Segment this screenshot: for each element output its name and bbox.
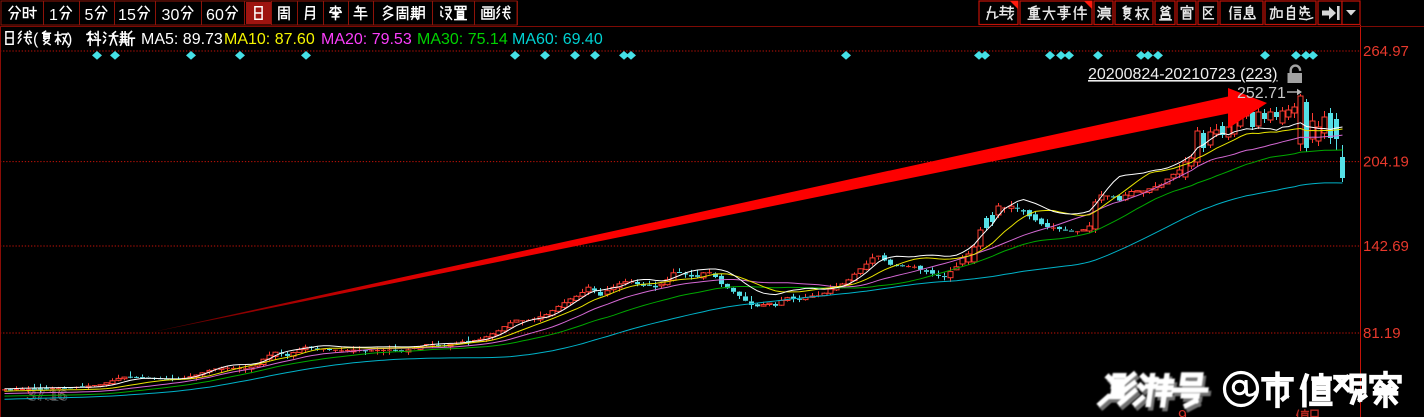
svg-text:5: 5: [85, 7, 94, 24]
svg-text:1: 1: [49, 7, 58, 24]
svg-text:0: 0: [171, 7, 180, 24]
svg-text:MA60: 69.40: MA60: 69.40: [512, 31, 603, 48]
svg-text:9: 9: [1178, 408, 1187, 417]
svg-text:5: 5: [127, 7, 136, 24]
svg-text:142.69: 142.69: [1363, 238, 1409, 255]
svg-text:3: 3: [162, 7, 171, 24]
svg-text:1: 1: [118, 7, 127, 24]
svg-text:20200824-20210723 (223): 20200824-20210723 (223): [1088, 66, 1278, 83]
svg-text:MA5: 89.73: MA5: 89.73: [141, 31, 223, 48]
svg-text:264.97: 264.97: [1363, 43, 1409, 60]
svg-text:81.19: 81.19: [1363, 325, 1401, 342]
svg-text:204.19: 204.19: [1363, 154, 1409, 171]
svg-text:): ): [67, 31, 72, 48]
svg-text:252.71: 252.71: [1237, 85, 1286, 102]
svg-text:0: 0: [215, 7, 224, 24]
svg-text:6: 6: [206, 7, 215, 24]
svg-text:(: (: [33, 31, 39, 48]
svg-text:MA30: 75.14: MA30: 75.14: [417, 31, 508, 48]
svg-text:MA10: 87.60: MA10: 87.60: [224, 31, 315, 48]
svg-text:MA20: 79.53: MA20: 79.53: [321, 31, 412, 48]
